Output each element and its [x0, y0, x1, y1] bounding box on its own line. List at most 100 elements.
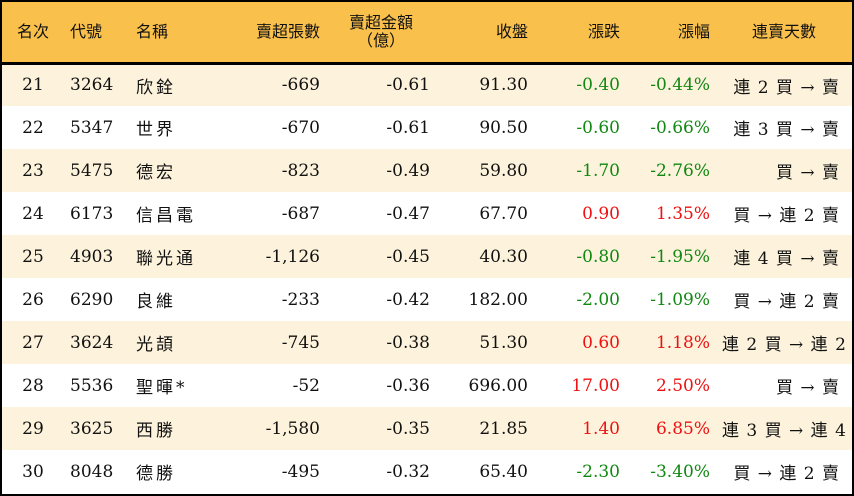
cell-code: 3264 [70, 75, 114, 96]
cell-change: -1.70 [576, 160, 620, 181]
cell-close: 51.30 [479, 332, 528, 353]
cell-code: 6290 [70, 289, 114, 310]
cell-change: 17.00 [571, 375, 620, 396]
cell-code: 6173 [70, 203, 114, 224]
cell-close: 90.50 [479, 117, 528, 138]
cell-change: -0.60 [576, 117, 620, 138]
cell-rank: 29 [22, 418, 44, 439]
table-row: 30 8048 德勝 -495 -0.32 65.40 -2.30 -3.40%… [2, 450, 852, 493]
cell-streak: 連 3 買 → 賣 [733, 120, 840, 140]
cell-change: -0.80 [576, 246, 620, 267]
cell-net-sell-lots: -233 [281, 289, 320, 310]
cell-change-pct: -1.09% [650, 289, 710, 310]
table-row: 21 3264 欣銓 -669 -0.61 91.30 -0.40 -0.44%… [2, 63, 852, 106]
cell-name: 德勝 [136, 464, 176, 484]
cell-net-sell-amount: -0.61 [386, 117, 430, 138]
cell-streak: 買 → 連 2 賣 [733, 464, 840, 484]
header-streak: 連賣天數 [751, 21, 816, 41]
cell-close: 696.00 [468, 375, 528, 396]
cell-net-sell-amount: -0.32 [386, 461, 430, 482]
cell-change-pct: -3.40% [650, 461, 710, 482]
cell-net-sell-lots: -52 [292, 375, 320, 396]
cell-close: 67.70 [479, 203, 528, 224]
cell-code: 5475 [70, 160, 114, 181]
cell-name: 聯光通 [136, 249, 196, 269]
cell-streak: 連 3 買 → 連 4 賣 [722, 421, 854, 441]
table-row: 25 4903 聯光通 -1,126 -0.45 40.30 -0.80 -1.… [2, 235, 852, 278]
cell-streak: 買 → 連 2 賣 [733, 206, 840, 226]
cell-name: 光頡 [136, 335, 176, 355]
cell-rank: 22 [22, 117, 44, 138]
table-row: 29 3625 西勝 -1,580 -0.35 21.85 1.40 6.85%… [2, 407, 854, 450]
cell-net-sell-amount: -0.42 [386, 289, 430, 310]
header-code: 代號 [70, 21, 103, 41]
cell-net-sell-lots: -823 [281, 160, 320, 181]
cell-name: 西勝 [136, 421, 176, 441]
cell-change: -2.00 [576, 289, 620, 310]
cell-code: 3624 [70, 332, 114, 353]
cell-rank: 25 [22, 246, 44, 267]
cell-streak: 買 → 賣 [775, 163, 840, 183]
cell-code: 8048 [70, 461, 114, 482]
cell-name: 聖暉* [136, 378, 188, 398]
cell-change-pct: -0.66% [650, 117, 710, 138]
cell-close: 65.40 [479, 461, 528, 482]
table-row: 28 5536 聖暉* -52 -0.36 696.00 17.00 2.50%… [2, 364, 852, 407]
cell-net-sell-amount: -0.35 [386, 418, 430, 439]
cell-close: 40.30 [479, 246, 528, 267]
cell-close: 91.30 [479, 75, 528, 96]
cell-change: -2.30 [576, 461, 620, 482]
header-rank: 名次 [16, 21, 49, 41]
cell-change: 0.60 [582, 332, 620, 353]
table-body: 21 3264 欣銓 -669 -0.61 91.30 -0.40 -0.44%… [2, 63, 854, 493]
cell-close: 182.00 [468, 289, 528, 310]
cell-net-sell-amount: -0.38 [386, 332, 430, 353]
cell-rank: 24 [22, 203, 44, 224]
cell-net-sell-lots: -1,580 [265, 418, 320, 439]
table-row: 23 5475 德宏 -823 -0.49 59.80 -1.70 -2.76%… [2, 149, 852, 192]
cell-rank: 21 [22, 75, 44, 96]
cell-change-pct: 1.18% [655, 332, 710, 353]
cell-name: 信昌電 [136, 206, 196, 226]
cell-code: 5347 [70, 117, 114, 138]
cell-net-sell-lots: -670 [281, 117, 320, 138]
cell-net-sell-amount: -0.61 [386, 75, 430, 96]
cell-net-sell-lots: -1,126 [265, 246, 320, 267]
cell-change: 1.40 [582, 418, 620, 439]
cell-net-sell-lots: -745 [281, 332, 320, 353]
table-row: 24 6173 信昌電 -687 -0.47 67.70 0.90 1.35% … [2, 192, 852, 235]
cell-change-pct: 1.35% [655, 203, 710, 224]
cell-change: 0.90 [582, 203, 620, 224]
cell-change-pct: -1.95% [650, 246, 710, 267]
table-row: 22 5347 世界 -670 -0.61 90.50 -0.60 -0.66%… [2, 106, 852, 149]
header-net-sell-amount-line1: 賣超金額 [348, 12, 413, 32]
header-close: 收盤 [495, 21, 528, 41]
cell-streak: 連 4 買 → 賣 [733, 249, 840, 269]
cell-streak: 連 2 買 → 賣 [733, 77, 840, 98]
table-row: 27 3624 光頡 -745 -0.38 51.30 0.60 1.18% 連… [2, 321, 854, 364]
header-name: 名稱 [136, 21, 169, 41]
cell-net-sell-amount: -0.36 [386, 375, 430, 396]
header-net-sell-lots: 賣超張數 [255, 21, 320, 41]
header-change: 漲跌 [587, 21, 620, 41]
cell-change-pct: 6.85% [655, 418, 710, 439]
cell-close: 59.80 [479, 160, 528, 181]
cell-close: 21.85 [479, 418, 528, 439]
cell-rank: 27 [22, 332, 44, 353]
cell-net-sell-amount: -0.47 [386, 203, 430, 224]
header-net-sell-amount-line2: （億） [356, 30, 405, 50]
cell-rank: 28 [22, 375, 44, 396]
cell-name: 欣銓 [136, 77, 176, 98]
table-header-row: 名次 代號 名稱 賣超張數 賣超金額 （億） 收盤 漲跌 漲幅 連賣天數 [2, 2, 852, 63]
cell-rank: 23 [22, 160, 44, 181]
cell-code: 5536 [70, 375, 114, 396]
cell-code: 4903 [70, 246, 114, 267]
cell-change: -0.40 [576, 75, 620, 96]
cell-change-pct: -0.44% [650, 75, 710, 96]
cell-net-sell-amount: -0.49 [386, 160, 430, 181]
cell-net-sell-lots: -669 [281, 75, 320, 96]
cell-code: 3625 [70, 418, 114, 439]
table-row: 26 6290 良維 -233 -0.42 182.00 -2.00 -1.09… [2, 278, 852, 321]
